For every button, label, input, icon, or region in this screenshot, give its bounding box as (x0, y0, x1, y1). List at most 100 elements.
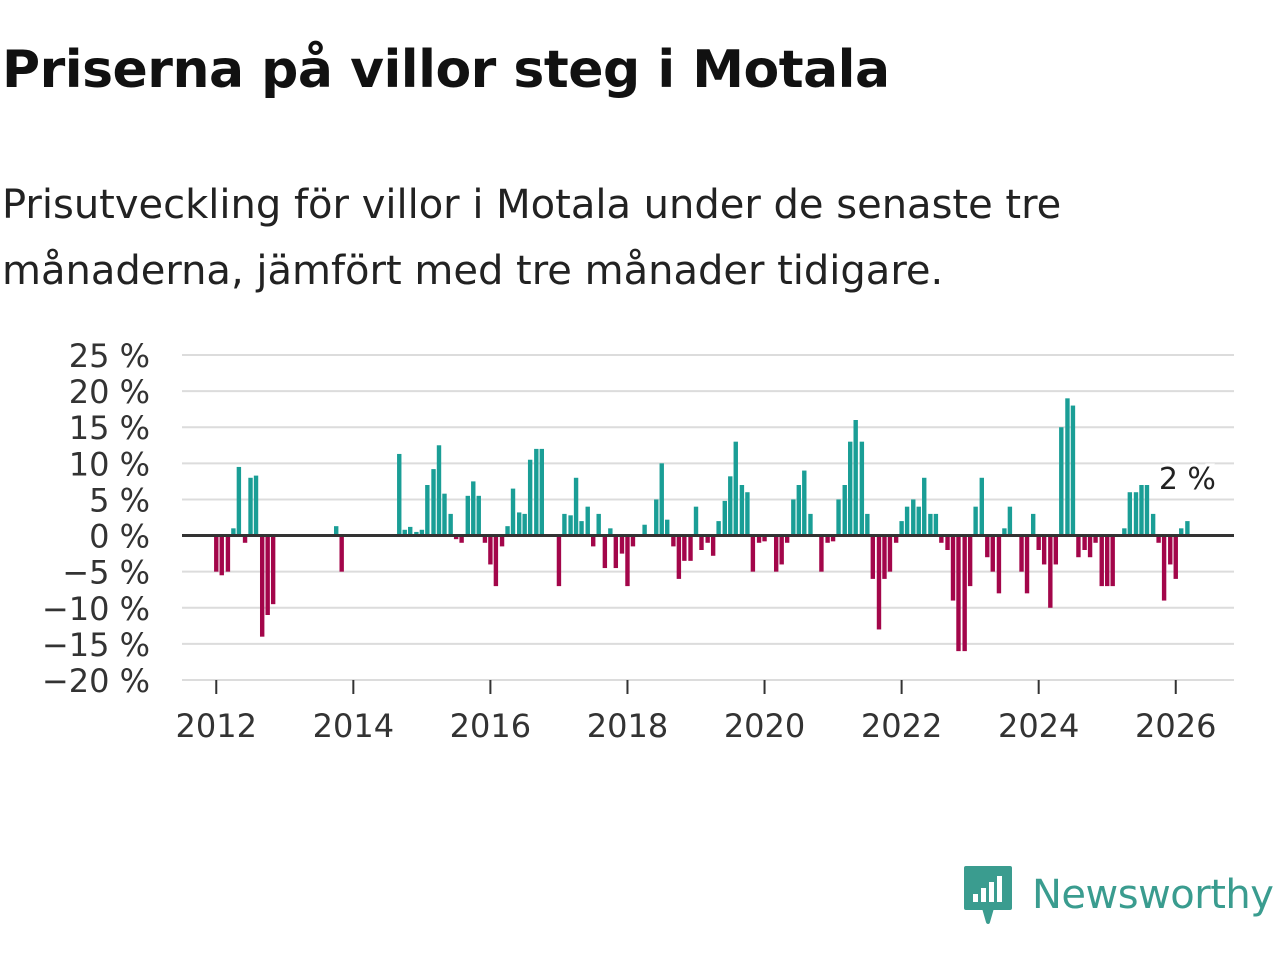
bar-positive (1070, 405, 1076, 536)
bar-negative (488, 535, 493, 565)
bar-positive (471, 481, 476, 536)
bar-negative (819, 535, 824, 572)
grid-layer (182, 354, 1234, 681)
bar-positive (608, 528, 613, 536)
bar-negative (825, 535, 830, 543)
bar-positive (928, 513, 933, 536)
bar-negative (1110, 535, 1115, 587)
bar-negative (1082, 535, 1087, 550)
bar-negative (710, 535, 716, 556)
bar-negative (602, 535, 608, 569)
bar-positive (414, 531, 419, 536)
bar-negative (265, 535, 270, 615)
bar-negative (339, 535, 344, 572)
bar-negative (699, 535, 704, 550)
bar-positive (1179, 528, 1184, 536)
bar-positive (853, 420, 858, 536)
bar-positive (436, 445, 442, 536)
bar-negative (762, 535, 767, 542)
bar-positive (1127, 492, 1133, 536)
latest-value-annotation: 2 % (1159, 462, 1216, 497)
page-subtitle: Prisutveckling för villor i Motala under… (2, 182, 1062, 294)
bar-positive (665, 519, 670, 536)
bar-negative (556, 535, 562, 587)
bar-positive (510, 488, 516, 536)
bar-negative (830, 535, 836, 542)
bar-positive (733, 441, 738, 536)
bar-negative (671, 535, 676, 547)
bar-negative (630, 535, 636, 547)
bar-positive (796, 485, 802, 536)
bar-positive (425, 485, 430, 536)
bar-positive (534, 448, 539, 536)
bar-negative (985, 535, 990, 558)
bar-negative (688, 535, 693, 561)
x-tick-label: 2018 (587, 707, 668, 745)
bar-negative (950, 535, 956, 601)
bar-positive (448, 513, 453, 536)
x-tick-label: 2014 (313, 707, 394, 745)
bar-positive (596, 513, 601, 536)
bar-positive (1002, 528, 1007, 536)
bar-negative (619, 535, 625, 554)
bar-positive (791, 499, 796, 536)
bar-positive (568, 515, 573, 536)
bar-positive (848, 441, 853, 536)
bar-positive (419, 529, 425, 536)
bar-negative (1156, 535, 1161, 543)
bar-positive (431, 469, 436, 536)
bar-negative (613, 535, 619, 569)
bar-negative (1041, 535, 1047, 565)
bar-negative (1093, 535, 1098, 543)
bar-negative (996, 535, 1002, 594)
bar-positive (1139, 485, 1144, 536)
bar-negative (1099, 535, 1104, 587)
bar-positive (739, 485, 745, 536)
bar-negative (962, 535, 967, 652)
bar-positive (802, 470, 807, 536)
bar-positive (808, 513, 813, 536)
bar-positive (1185, 521, 1190, 536)
bar-positive (911, 499, 916, 536)
bar-negative (1168, 535, 1173, 565)
x-tick-label: 2022 (861, 707, 942, 745)
bar-negative (493, 535, 499, 587)
y-tick-label: 25 % (69, 337, 150, 375)
y-tick-label: 10 % (69, 445, 150, 483)
bar-negative (956, 535, 961, 652)
bar-positive (442, 493, 447, 536)
bar-negative (1024, 535, 1030, 594)
y-tick-label: −20 % (42, 662, 150, 700)
y-tick-label: −10 % (42, 590, 150, 628)
bar-negative (499, 535, 505, 547)
bar-positive (1122, 528, 1127, 536)
bar-negative (773, 535, 779, 572)
bar-negative (242, 535, 248, 543)
bar-negative (1161, 535, 1167, 601)
bar-positive (745, 492, 750, 536)
bar-positive (236, 466, 242, 536)
bar-positive (1144, 485, 1150, 536)
bar-positive (505, 526, 510, 536)
brand-name: Newsworthy (1032, 872, 1274, 918)
bar-positive (865, 513, 870, 536)
y-axis-labels: 25 %20 %15 %10 %5 %0 %−5 %−10 %−15 %−20 … (42, 337, 150, 700)
bar-negative (482, 535, 488, 543)
bar-positive (1030, 513, 1036, 536)
bar-negative (990, 535, 995, 572)
bar-positive (842, 485, 847, 536)
bar-positive (1007, 506, 1013, 536)
bar-negative (882, 535, 887, 579)
brand-logo[interactable]: Newsworthy (962, 864, 1274, 926)
bar-negative (1087, 535, 1093, 558)
bar-positive (859, 441, 865, 536)
bars (214, 398, 1190, 652)
bar-positive (1150, 513, 1156, 536)
bar-positive (933, 513, 939, 536)
bar-positive (916, 506, 921, 536)
bar-negative (756, 535, 762, 543)
bar-positive (231, 528, 236, 536)
bar-negative (1036, 535, 1041, 550)
bar-positive (1133, 492, 1139, 536)
x-tick-label: 2024 (998, 707, 1079, 745)
